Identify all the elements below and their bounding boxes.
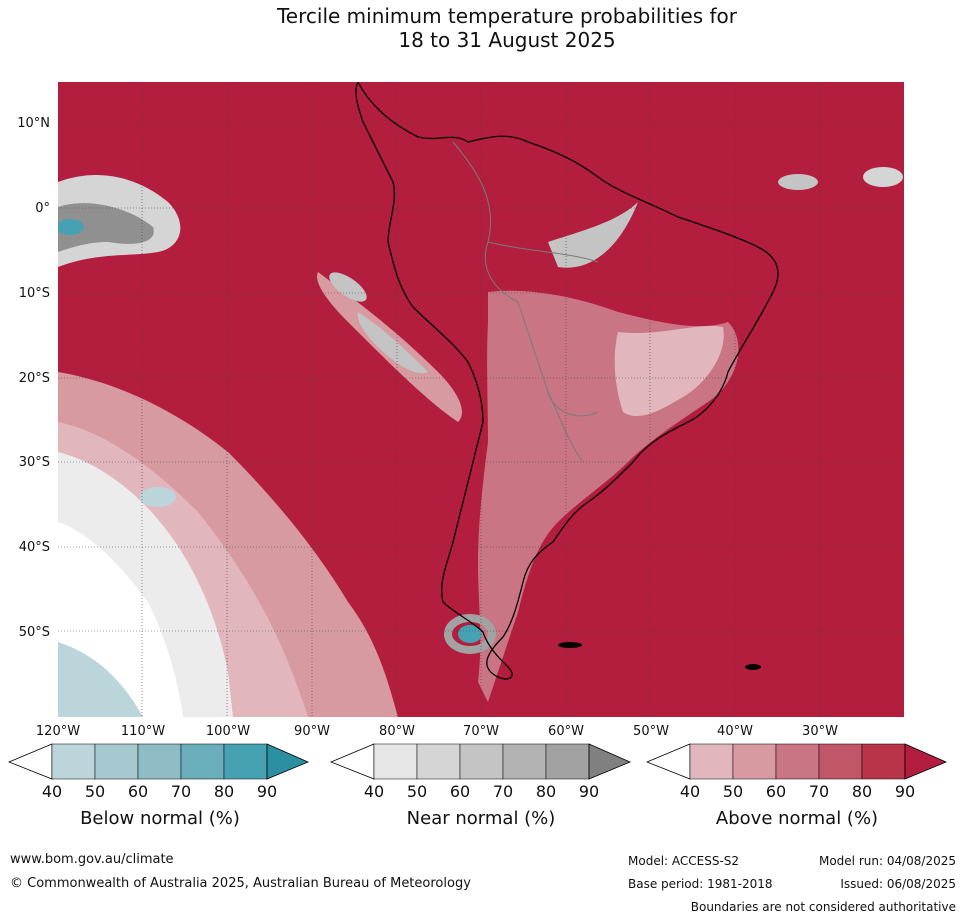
lon-label-100w: 100°W xyxy=(205,724,251,739)
pacific-dark-grey xyxy=(58,203,154,252)
lon-label-60w: 60°W xyxy=(548,724,584,739)
legend-above-colorbar xyxy=(645,743,948,780)
legend-near-caption: Near normal (%) xyxy=(406,808,556,829)
lon-label-70w: 70°W xyxy=(463,724,499,739)
sw-below-normal-region xyxy=(58,642,143,717)
legend-above-tick-80: 80 xyxy=(851,782,873,801)
probability-map xyxy=(58,82,904,717)
lat-label-30s: 30°S xyxy=(18,455,50,470)
legend-below-caption: Below normal (%) xyxy=(80,808,240,829)
lat-label-20s: 20°S xyxy=(18,371,50,386)
legend-near-tick-40: 40 xyxy=(363,782,385,801)
island-falklands xyxy=(558,642,582,648)
patagonia-blue-patch xyxy=(458,625,482,643)
legend-near-tick-90: 90 xyxy=(578,782,600,801)
legend-below-tick-90: 90 xyxy=(256,782,278,801)
lat-label-0: 0° xyxy=(35,201,50,216)
lat-label-50s: 50°S xyxy=(18,625,50,640)
continent-coastline xyxy=(355,82,779,680)
legend-above-tick-40: 40 xyxy=(679,782,701,801)
atlantic-grey-patch-2 xyxy=(863,167,903,187)
lon-label-50w: 50°W xyxy=(633,724,669,739)
legend-near-tick-70: 70 xyxy=(492,782,514,801)
website-link[interactable]: www.bom.gov.au/climate xyxy=(10,852,174,867)
legend-below-tick-40: 40 xyxy=(41,782,63,801)
grey-patch-2 xyxy=(329,272,367,302)
lat-label-40s: 40°S xyxy=(18,540,50,555)
issued-text: Issued: 06/08/2025 xyxy=(840,877,956,891)
legend-above-tick-90: 90 xyxy=(894,782,916,801)
lat-label-10s: 10°S xyxy=(18,286,50,301)
legend-above-caption: Above normal (%) xyxy=(715,808,879,829)
title-line-1: Tercile minimum temperature probabilitie… xyxy=(276,4,738,28)
legend-above-tick-60: 60 xyxy=(765,782,787,801)
legend-near-tick-60: 60 xyxy=(449,782,471,801)
legend-below-tick-60: 60 xyxy=(127,782,149,801)
brazil-light-patch xyxy=(614,325,724,417)
legend-below-tick-80: 80 xyxy=(213,782,235,801)
lon-label-80w: 80°W xyxy=(379,724,415,739)
patagonia-grey-ring xyxy=(444,614,496,654)
peru-grey-streak xyxy=(357,312,428,374)
atlantic-grey-patch xyxy=(778,174,818,190)
legend-below-normal: 40 50 60 70 80 90 Below normal (%) xyxy=(7,742,310,842)
legend-near-tick-80: 80 xyxy=(535,782,557,801)
lat-label-10n: 10°N xyxy=(17,116,50,131)
legend-near-colorbar xyxy=(329,743,632,780)
map-title: Tercile minimum temperature probabilitie… xyxy=(0,4,965,52)
lon-label-30w: 30°W xyxy=(802,724,838,739)
lon-label-90w: 90°W xyxy=(294,724,330,739)
lon-label-40w: 40°W xyxy=(717,724,753,739)
island-1 xyxy=(745,664,761,670)
amazon-grey xyxy=(548,202,638,268)
title-line-2: 18 to 31 August 2025 xyxy=(398,28,616,52)
legend-above-normal: 40 50 60 70 80 90 Above normal (%) xyxy=(645,742,948,842)
legend-below-tick-50: 50 xyxy=(84,782,106,801)
map-canvas xyxy=(58,82,904,717)
model-text: Model: ACCESS-S2 xyxy=(628,854,740,868)
legend-above-tick-50: 50 xyxy=(722,782,744,801)
copyright-text: © Commonwealth of Australia 2025, Austra… xyxy=(10,876,471,891)
pacific-blue-patch xyxy=(58,219,84,235)
legend-above-tick-70: 70 xyxy=(808,782,830,801)
country-borders xyxy=(452,141,599,463)
disclaimer-text: Boundaries are not considered authoritat… xyxy=(690,900,956,914)
legend-below-tick-70: 70 xyxy=(170,782,192,801)
legend-near-tick-50: 50 xyxy=(406,782,428,801)
legend-below-colorbar xyxy=(7,743,310,780)
lon-label-110w: 110°W xyxy=(120,724,166,739)
model-run-text: Model run: 04/08/2025 xyxy=(818,854,956,868)
base-period-text: Base period: 1981-2018 xyxy=(628,877,773,891)
legend-near-normal: 40 50 60 70 80 90 Near normal (%) xyxy=(329,742,632,842)
lon-label-120w: 120°W xyxy=(35,724,81,739)
blue-patch-1 xyxy=(140,487,176,507)
